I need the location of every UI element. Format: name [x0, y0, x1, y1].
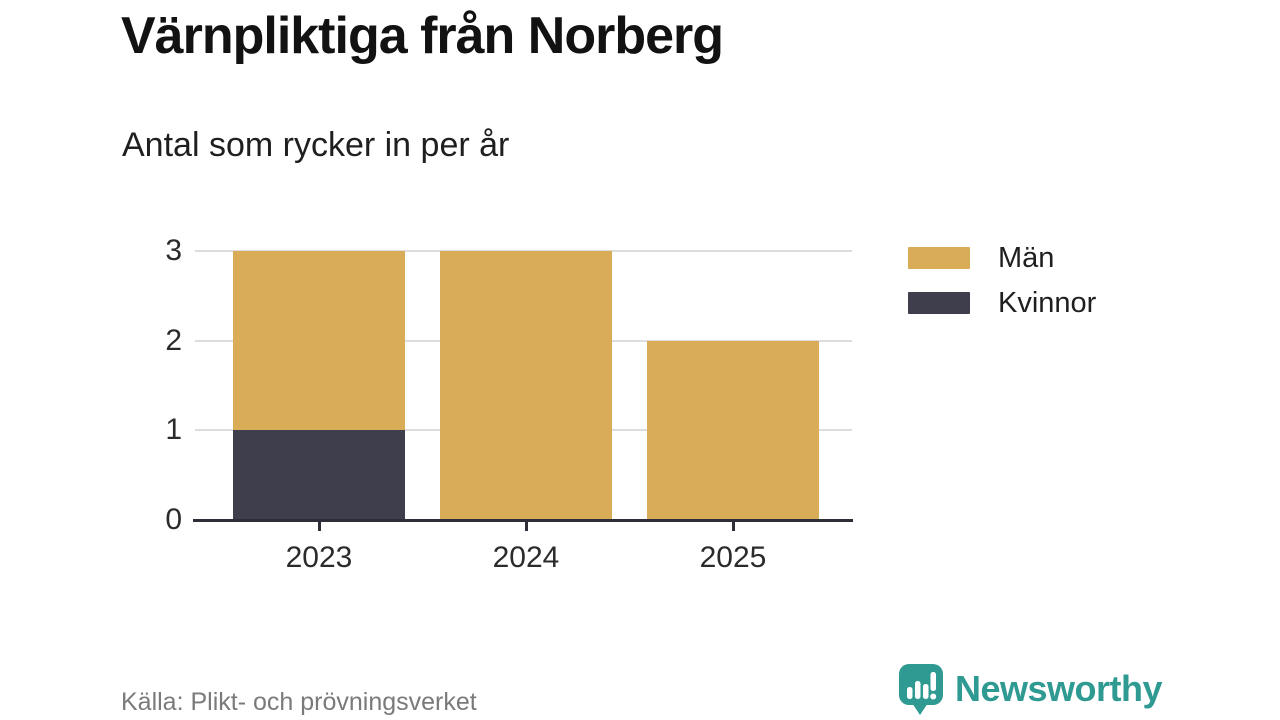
x-axis-line [193, 519, 853, 522]
y-axis-tick-label: 2 [165, 323, 182, 357]
legend: Män Kvinnor [908, 242, 1097, 319]
source-note: Källa: Plikt- och prövningsverket [121, 688, 477, 716]
y-axis-tick-label: 0 [165, 503, 182, 536]
x-axis-tick-2025 [731, 522, 735, 531]
y-axis-tick-label: 3 [165, 234, 182, 267]
x-axis-tick-label: 2024 [492, 541, 560, 574]
x-axis-tick-label: 2025 [699, 541, 767, 574]
bar-2023-män [233, 251, 405, 431]
newsworthy-chart-bubble-icon [899, 664, 943, 715]
newsworthy-logo-text: Newsworthy [955, 668, 1163, 709]
x-axis-tick-2023 [317, 522, 321, 531]
y-axis-tick-label: 1 [165, 413, 182, 447]
legend-label: Män [998, 242, 1055, 274]
legend-swatch-kvinnor [908, 292, 970, 314]
legend-item-män: Män [908, 242, 1096, 274]
bar-2024-män [440, 251, 612, 520]
legend-item-kvinnor: Kvinnor [908, 287, 1097, 319]
newsworthy-logo: Newsworthy [896, 662, 1163, 716]
x-axis-tick-2024 [524, 522, 528, 531]
bar-2025-män [647, 340, 819, 520]
x-axis-tick-label: 2023 [285, 541, 353, 574]
chart-title: Värnpliktiga från Norberg [121, 7, 724, 65]
legend-swatch-män [908, 247, 970, 269]
chart-subtitle: Antal som rycker in per år [122, 126, 510, 164]
legend-label: Kvinnor [998, 287, 1097, 319]
bar-2023-kvinnor [233, 430, 405, 520]
